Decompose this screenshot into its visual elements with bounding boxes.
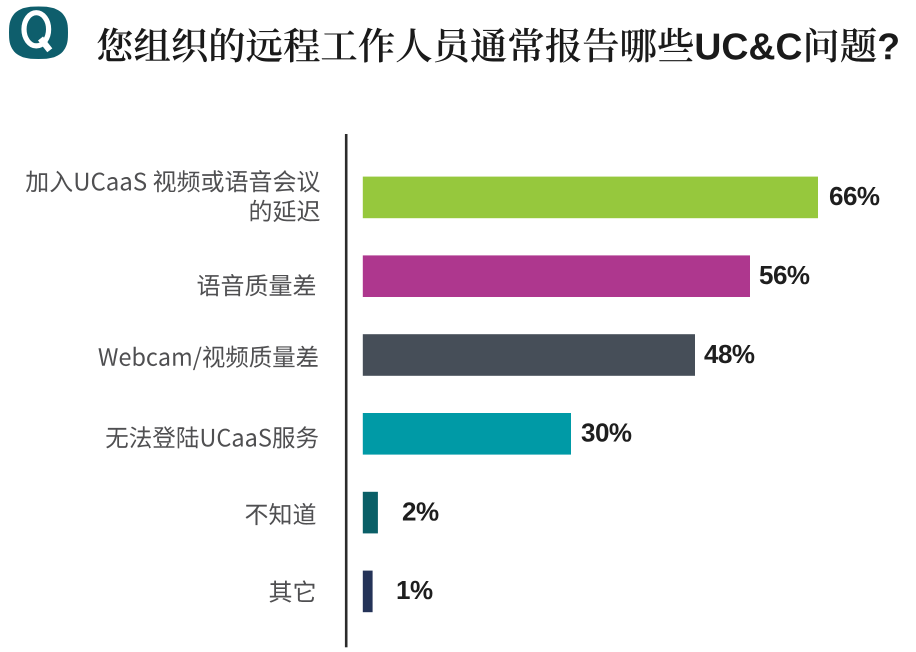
svg-text:66%: 66% — [829, 181, 880, 211]
svg-text:1%: 1% — [396, 575, 433, 605]
svg-text:48%: 48% — [704, 339, 755, 369]
svg-text:56%: 56% — [759, 260, 810, 290]
svg-text:2%: 2% — [402, 496, 439, 526]
svg-text:30%: 30% — [581, 418, 632, 448]
